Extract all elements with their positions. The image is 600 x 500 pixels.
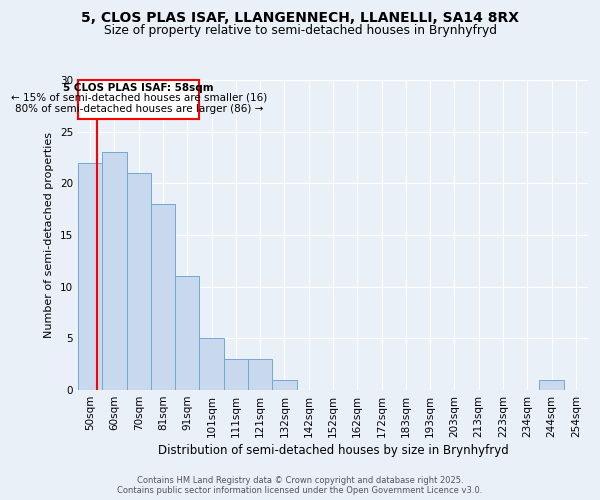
Text: Contains public sector information licensed under the Open Government Licence v3: Contains public sector information licen…	[118, 486, 482, 495]
Bar	[102, 152, 127, 390]
Bar	[127, 173, 151, 390]
Bar	[199, 338, 224, 390]
Bar	[272, 380, 296, 390]
Text: Size of property relative to semi-detached houses in Brynhyfryd: Size of property relative to semi-detach…	[104, 24, 497, 37]
Bar	[224, 359, 248, 390]
FancyBboxPatch shape	[78, 80, 199, 120]
Text: Contains HM Land Registry data © Crown copyright and database right 2025.: Contains HM Land Registry data © Crown c…	[137, 476, 463, 485]
Text: 5 CLOS PLAS ISAF: 58sqm: 5 CLOS PLAS ISAF: 58sqm	[64, 83, 214, 93]
Text: ← 15% of semi-detached houses are smaller (16): ← 15% of semi-detached houses are smalle…	[11, 92, 267, 102]
Bar	[248, 359, 272, 390]
Bar	[78, 162, 102, 390]
X-axis label: Distribution of semi-detached houses by size in Brynhyfryd: Distribution of semi-detached houses by …	[158, 444, 508, 457]
Text: 5, CLOS PLAS ISAF, LLANGENNECH, LLANELLI, SA14 8RX: 5, CLOS PLAS ISAF, LLANGENNECH, LLANELLI…	[81, 11, 519, 25]
Bar	[539, 380, 564, 390]
Bar	[175, 276, 199, 390]
Y-axis label: Number of semi-detached properties: Number of semi-detached properties	[44, 132, 55, 338]
Bar	[151, 204, 175, 390]
Text: 80% of semi-detached houses are larger (86) →: 80% of semi-detached houses are larger (…	[14, 104, 263, 114]
